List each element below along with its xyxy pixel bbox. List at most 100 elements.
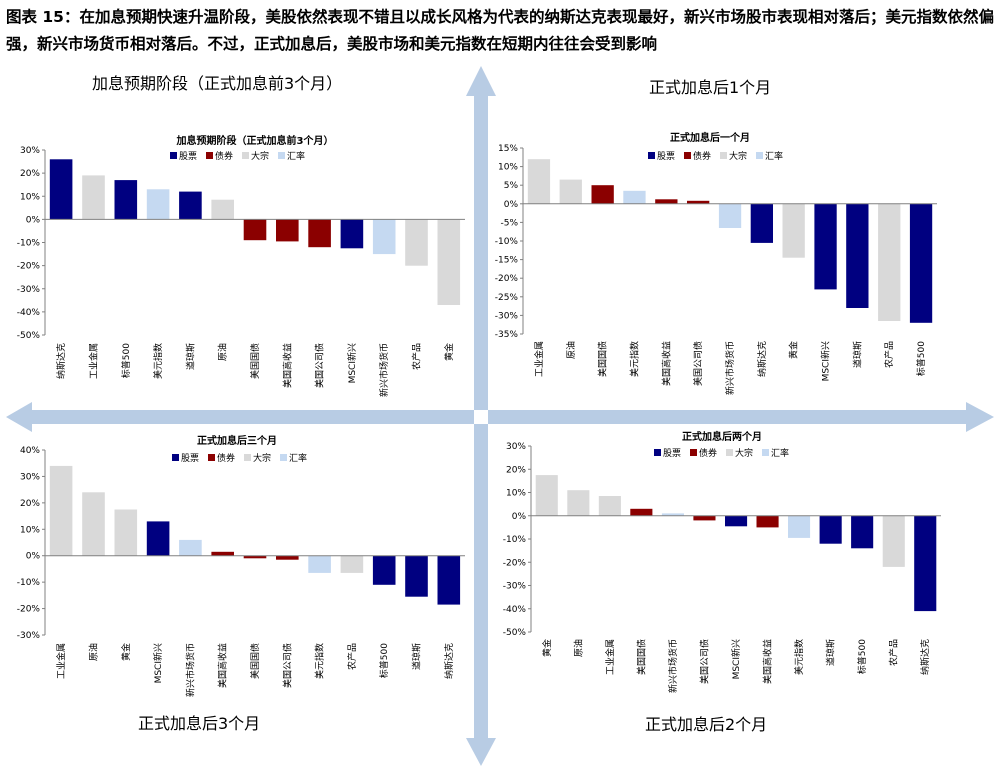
- y-tick-label: -30%: [495, 311, 519, 321]
- category-label: 美国国债: [597, 341, 609, 377]
- y-tick-label: 0%: [512, 512, 527, 522]
- bar: [405, 219, 428, 266]
- y-tick-label: -10%: [17, 239, 41, 249]
- y-tick-label: -30%: [503, 582, 527, 592]
- bar: [909, 203, 933, 323]
- y-tick-label: -30%: [17, 631, 41, 641]
- category-label: 农产品: [346, 643, 358, 670]
- quadrant-arrows: [6, 66, 994, 766]
- y-tick-label: -10%: [495, 237, 519, 247]
- category-label: 道琼斯: [825, 639, 837, 666]
- legend-label-1: 股票: [181, 453, 199, 464]
- y-tick-label: 20%: [506, 465, 526, 475]
- legend-label-1: 股票: [179, 151, 197, 162]
- y-tick-label: 10%: [20, 192, 40, 202]
- bar: [276, 555, 299, 560]
- legend-label-2: 债券: [693, 150, 711, 162]
- legend-label-1: 股票: [657, 151, 675, 162]
- category-label: 新兴市场货币: [724, 341, 736, 395]
- bar: [82, 492, 105, 556]
- bar: [782, 203, 805, 258]
- bar: [756, 515, 779, 528]
- y-tick-label: 30%: [506, 442, 526, 452]
- y-tick-label: 0%: [26, 552, 41, 562]
- bar: [372, 555, 396, 585]
- bar: [179, 539, 202, 556]
- legend-label-4: 汇率: [765, 150, 783, 162]
- quadrant-label-top-right: 正式加息后1个月: [649, 78, 772, 97]
- bar: [243, 555, 267, 559]
- legend-label-3: 大宗: [251, 150, 269, 162]
- bar: [725, 515, 748, 527]
- legend-swatch-3: [720, 152, 727, 159]
- bar: [819, 515, 842, 544]
- legend-swatch-1: [648, 152, 655, 159]
- y-tick-label: -20%: [495, 274, 519, 284]
- category-label: 美国国债: [249, 643, 261, 679]
- y-tick-label: -10%: [503, 535, 527, 545]
- y-tick-label: -15%: [495, 256, 519, 266]
- category-label: 工业金属: [87, 343, 99, 379]
- category-label: MSCI新兴: [730, 639, 742, 679]
- category-label: 农产品: [888, 639, 900, 666]
- y-tick-label: 10%: [506, 489, 526, 499]
- chart-title: 正式加息后三个月: [197, 434, 277, 447]
- bar: [49, 159, 73, 220]
- y-tick-label: 30%: [20, 146, 40, 156]
- category-label: 美国国债: [249, 343, 261, 379]
- legend-label-1: 股票: [663, 448, 681, 459]
- bar: [276, 219, 299, 242]
- legend-swatch-2: [690, 449, 697, 456]
- bar: [567, 490, 590, 516]
- category-label: 美元指数: [793, 639, 805, 675]
- legend-swatch-3: [242, 152, 249, 159]
- category-label: MSCI新兴: [820, 341, 832, 381]
- legend-swatch-3: [726, 449, 733, 456]
- bar: [846, 203, 869, 308]
- legend-label-3: 大宗: [735, 447, 753, 459]
- chart-title: 加息预期阶段（正式加息前3个月）: [176, 134, 334, 147]
- bar: [661, 513, 684, 516]
- legend-label-4: 汇率: [771, 447, 789, 459]
- y-tick-label: -10%: [17, 578, 41, 588]
- legend-swatch-3: [244, 454, 251, 461]
- category-label: 美国高收益: [281, 343, 293, 388]
- legend-swatch-2: [684, 152, 691, 159]
- category-label: 美国公司债: [692, 341, 704, 386]
- bar: [693, 515, 716, 521]
- bar: [559, 179, 582, 204]
- category-label: 黄金: [541, 639, 553, 657]
- bar: [437, 219, 461, 305]
- category-label: 工业金属: [604, 639, 616, 675]
- category-label: 美国公司债: [314, 343, 326, 388]
- y-tick-label: 20%: [20, 499, 40, 509]
- category-label: 原油: [565, 341, 577, 359]
- y-tick-label: -25%: [495, 293, 519, 303]
- category-label: 农产品: [883, 341, 895, 368]
- bar-chart-1: 加息预期阶段（正式加息前3个月） 股票 债券 大宗 汇率 30% 20% 10% 0% -10% -…: [17, 134, 465, 397]
- bar: [437, 555, 461, 605]
- category-label: 工业金属: [533, 341, 545, 377]
- category-label: 道琼斯: [184, 343, 196, 370]
- legend-swatch-4: [278, 152, 285, 159]
- category-label: 黄金: [788, 341, 800, 359]
- y-tick-label: 5%: [504, 181, 519, 191]
- y-tick-label: -30%: [17, 285, 41, 295]
- bar: [211, 199, 234, 220]
- category-label: 农产品: [411, 343, 423, 370]
- quadrant-label-top-left: 加息预期阶段（正式加息前3个月）: [92, 74, 343, 93]
- category-label: 黄金: [443, 343, 455, 361]
- y-tick-label: -20%: [503, 558, 527, 568]
- legend-label-3: 大宗: [729, 150, 747, 162]
- arrow-head-up: [466, 66, 496, 96]
- bar: [750, 203, 773, 243]
- bar: [814, 203, 837, 290]
- bar: [623, 190, 646, 204]
- category-label: 纳斯达克: [55, 343, 67, 379]
- bar: [655, 199, 678, 204]
- legend-label-4: 汇率: [289, 452, 307, 464]
- bar: [851, 515, 874, 549]
